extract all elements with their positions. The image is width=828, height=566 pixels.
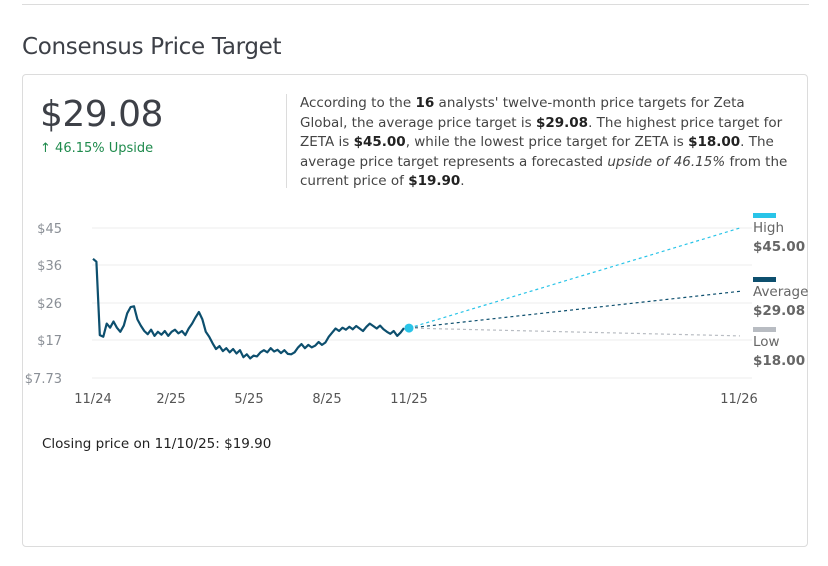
summary-low: $18.00 [688,134,741,150]
y-tick-label: $45 [37,222,62,237]
legend-value-low: $18.00 [753,353,805,369]
legend-value-high: $45.00 [753,239,805,255]
y-tick-label: $26 [37,297,62,312]
summary-average: $29.08 [535,114,589,131]
summary-upside: upside of 46.15% [607,153,726,170]
legend-swatch-average [753,277,776,282]
chart-gridlines [92,227,752,379]
projection-high-line [408,227,741,329]
legend-name-low: Low [753,334,780,350]
target-legend: High $45.00 Average $29.08 Low $18.00 [753,213,808,369]
summary-text: . [460,173,465,189]
summary-text: , while the lowest price target for ZETA… [405,134,689,150]
y-tick-label: $36 [37,259,62,274]
price-history-line [92,257,405,360]
top-divider [22,4,809,5]
projection-lines [408,227,741,337]
summary-text: According to the [300,95,416,111]
legend-swatch-high [753,213,776,218]
x-tick-label: 2/25 [156,392,185,407]
upside-label: 46.15% Upside [55,141,154,156]
vertical-divider [286,94,287,188]
x-tick-label: 11/25 [390,392,427,407]
current-price-dot [404,323,414,333]
y-axis: $45 $36 $26 $17 $7.73 [25,222,62,387]
y-tick-label: $7.73 [25,372,62,387]
projection-average-line [408,290,741,329]
section-title: Consensus Price Target [22,34,282,60]
analyst-summary: According to the 16 analysts' twelve-mon… [300,94,790,192]
legend-name-average: Average [753,284,808,300]
x-tick-label: 11/24 [74,392,111,407]
y-tick-label: $17 [37,334,62,349]
analyst-count: 16 [415,95,435,111]
price-history [92,257,414,360]
price-target-card [22,74,808,547]
summary-high: $45.00 [353,134,406,150]
x-tick-label: 11/26 [720,392,757,407]
summary-text: from the current price of [300,153,788,190]
legend-value-average: $29.08 [753,303,805,319]
legend-name-high: High [753,220,784,236]
summary-text: analysts' twelve-month price targets for… [300,95,745,131]
upside-indicator: ↑ 46.15% Upside [40,141,153,156]
summary-current-price: $19.90 [408,173,461,189]
arrow-up-icon: ↑ [40,141,51,156]
closing-price-note: Closing price on 11/10/25: $19.90 [42,436,272,452]
average-price-target: $29.08 [40,94,163,135]
projection-low-line [408,327,741,337]
summary-text: . The highest price target for ZETA is [300,114,783,151]
x-tick-label: 8/25 [312,392,341,407]
summary-text: . The average price target represents a … [300,134,774,170]
x-axis: 11/24 2/25 5/25 8/25 11/25 11/26 [74,392,757,407]
x-tick-label: 5/25 [234,392,263,407]
legend-swatch-low [753,327,776,332]
